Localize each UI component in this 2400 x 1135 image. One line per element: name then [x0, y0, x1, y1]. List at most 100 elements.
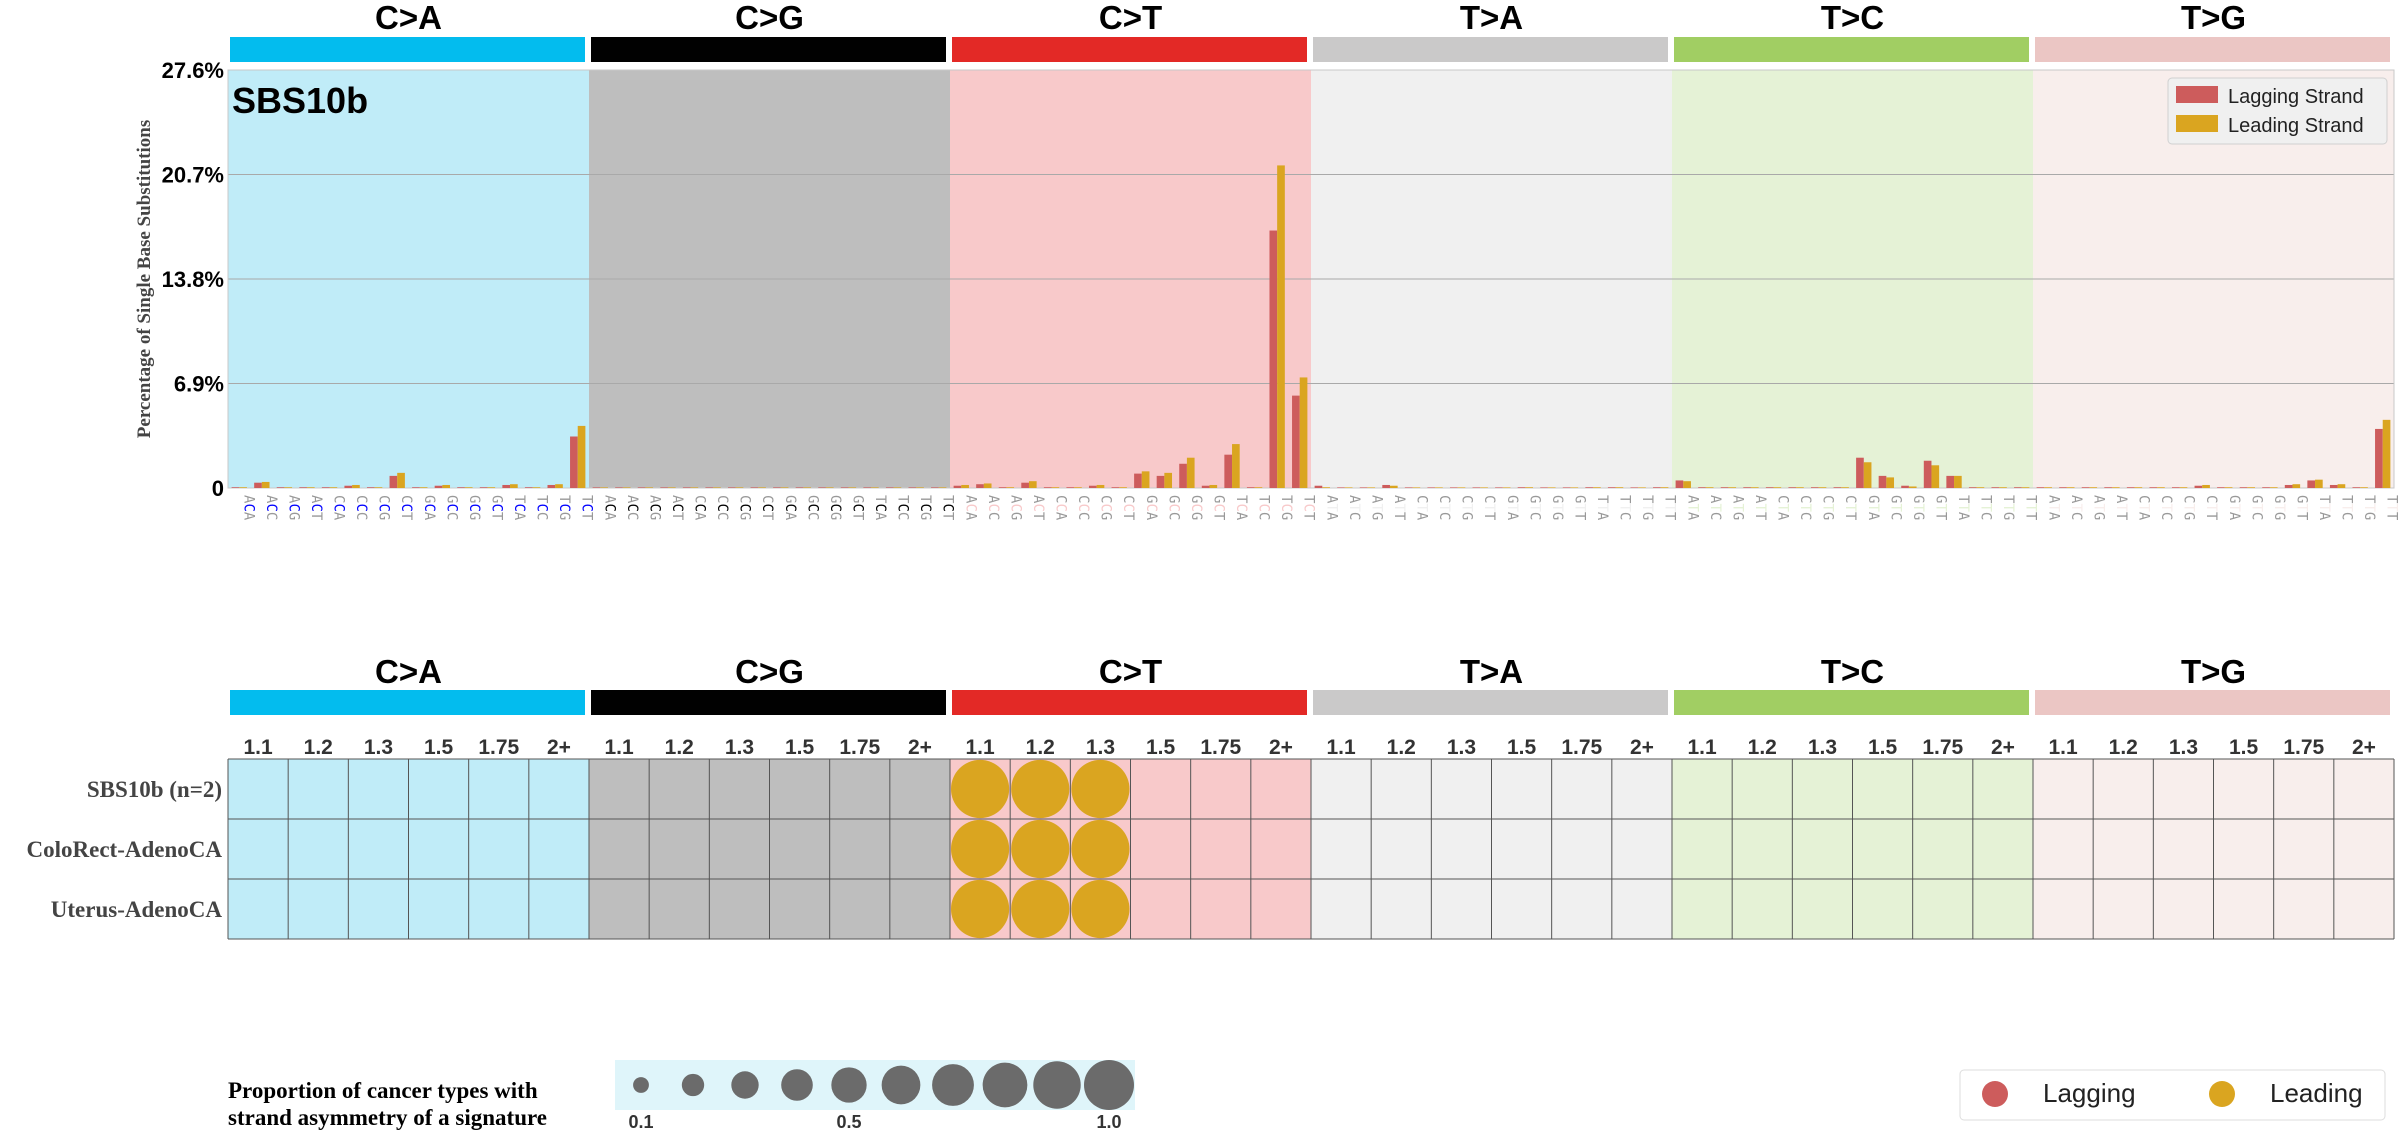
context-3prime: T [1301, 512, 1317, 521]
context-3prime: G [1098, 512, 1114, 520]
x-tick-label: ACC [985, 495, 1001, 520]
bar-leading [2337, 484, 2346, 488]
x-tick-label: GCC [443, 495, 459, 520]
context-3prime: A [1053, 512, 1069, 521]
bar-lagging [1968, 487, 1977, 488]
context-ref: C [782, 503, 798, 511]
bar-leading [1886, 477, 1895, 488]
context-5prime: T [2384, 495, 2400, 504]
context-ref: T [1729, 503, 1745, 512]
bar-lagging [1382, 484, 1390, 488]
context-5prime: C [353, 495, 369, 503]
context-5prime: G [443, 495, 459, 503]
bar-leading [419, 487, 428, 488]
x-tick-label: CTA [2136, 495, 2152, 521]
bar-leading [1841, 487, 1849, 488]
bar-lagging [1427, 487, 1436, 488]
context-3prime: C [1346, 512, 1362, 520]
bar-lagging [1698, 487, 1706, 488]
bar-leading [1277, 165, 1285, 489]
bar-lagging [502, 484, 511, 488]
x-tick-label: ACG [285, 495, 301, 520]
bar-leading [1931, 465, 1940, 488]
context-ref: T [2090, 503, 2106, 512]
context-5prime: T [579, 495, 595, 504]
context-3prime: T [2293, 512, 2309, 521]
size-legend-bubble [731, 1071, 759, 1099]
context-ref: T [1684, 503, 1700, 512]
ratio-bin-label: 1.1 [965, 736, 995, 759]
row-label: ColoRect-AdenoCA [27, 837, 223, 862]
bar-leading [2247, 487, 2256, 488]
bar-leading [1908, 486, 1917, 488]
context-ref: T [1459, 503, 1475, 512]
bar-leading [239, 487, 247, 488]
bar-leading [2382, 419, 2391, 488]
context-3prime: A [1323, 512, 1339, 521]
bar-leading [1322, 487, 1330, 488]
bar-lagging [863, 487, 872, 488]
context-5prime: C [1820, 495, 1836, 503]
ratio-bin-label: 1.2 [1748, 736, 1777, 759]
context-5prime: C [2158, 495, 2174, 503]
context-5prime: G [2226, 495, 2242, 503]
ratio-bin-label: 1.2 [1387, 736, 1416, 759]
x-tick-label: GCA [421, 495, 437, 521]
bar-lagging [1043, 487, 1052, 488]
bar-lagging [1607, 487, 1616, 488]
context-5prime: T [1617, 495, 1633, 504]
context-3prime: C [1707, 512, 1723, 520]
bar-lagging [1923, 460, 1932, 488]
grid-class-header-label: T>C [1821, 653, 1884, 690]
y-tick-label: 0 [212, 476, 224, 501]
context-5prime: A [1752, 495, 1768, 504]
context-ref: C [1075, 503, 1091, 511]
context-5prime: A [1684, 495, 1700, 504]
context-ref: T [1414, 503, 1430, 512]
ratio-bin-label: 1.75 [839, 736, 880, 759]
x-tick-label: GTA [1865, 495, 1881, 521]
context-3prime: T [2384, 512, 2400, 521]
bar-lagging [1021, 482, 1029, 488]
context-3prime: A [240, 512, 256, 521]
strand-legend-box [1959, 1069, 2386, 1121]
context-5prime: G [466, 495, 482, 503]
context-ref: T [2068, 503, 2084, 512]
context-ref: C [985, 503, 1001, 511]
ratio-bin-label: 1.3 [364, 736, 393, 759]
class-header-bar-4 [1674, 37, 2029, 62]
context-5prime: G [849, 495, 865, 503]
bar-leading [871, 487, 879, 488]
x-tick-label: CCA [692, 495, 708, 521]
class-header-bar-1 [591, 37, 946, 62]
context-ref: T [1504, 503, 1520, 512]
ratio-bin-label: 1.1 [1326, 736, 1356, 759]
context-ref: T [2248, 503, 2264, 512]
bar-leading [1051, 487, 1060, 488]
context-5prime: T [1233, 495, 1249, 504]
bar-lagging [366, 487, 375, 488]
grid-class-header-label: C>T [1099, 653, 1162, 690]
context-5prime: A [962, 495, 978, 504]
x-tick-label: CCG [1098, 495, 1114, 520]
context-3prime: C [2068, 512, 2084, 520]
context-ref: T [2158, 503, 2174, 512]
bar-lagging [321, 487, 330, 488]
bar-leading [667, 487, 676, 488]
context-5prime: G [1188, 495, 1204, 503]
context-ref: T [1932, 503, 1948, 512]
bar-lagging [1472, 487, 1481, 488]
class-header-label: T>G [2181, 0, 2246, 36]
row-label: Uterus-AdenoCA [51, 897, 223, 922]
context-ref: C [240, 503, 256, 511]
bar-leading [2044, 487, 2052, 488]
context-ref: C [872, 503, 888, 511]
bar-lagging [1495, 487, 1503, 488]
grid-class-header-bar-1 [591, 690, 946, 715]
bar-lagging [705, 487, 714, 488]
x-tick-label: TCT [1301, 495, 1317, 521]
context-3prime: A [1865, 512, 1881, 521]
context-3prime: G [1459, 512, 1475, 520]
context-5prime: A [2113, 495, 2129, 504]
bar-leading [306, 487, 315, 488]
